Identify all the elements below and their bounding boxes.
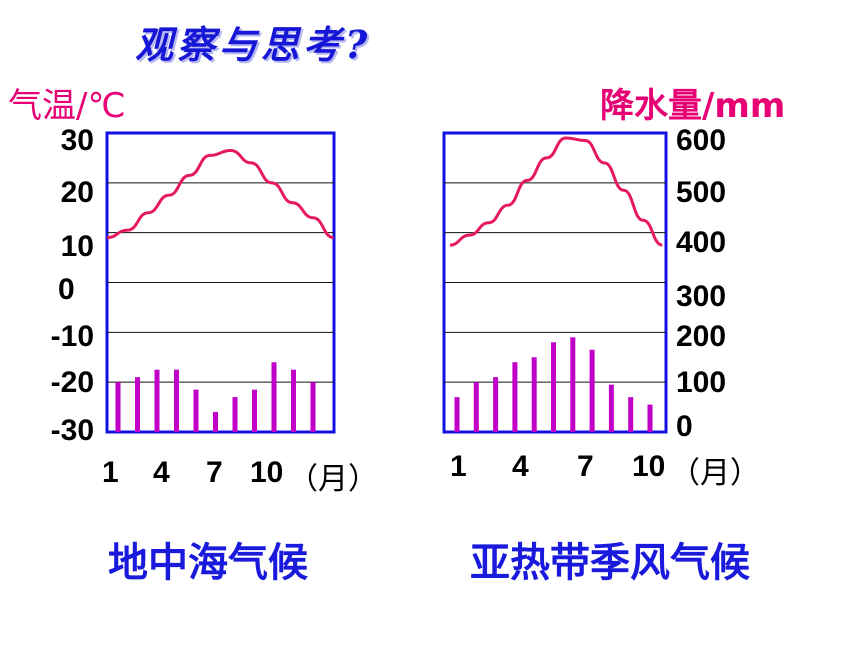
precipitation-bar xyxy=(493,377,499,432)
precip-tick-label: 300 xyxy=(676,280,727,313)
precip-tick-label: 500 xyxy=(676,176,727,209)
precipitation-bar xyxy=(252,389,257,432)
precipitation-bar xyxy=(608,384,614,432)
temp-tick-label: 30 xyxy=(60,124,94,157)
precipitation-bar xyxy=(531,357,537,432)
precipitation-bar xyxy=(628,397,634,432)
precipitation-bar xyxy=(232,397,238,432)
precipitation-bar xyxy=(291,369,296,432)
subtropical-monsoon-climate-label: 亚热带季风气候 xyxy=(470,540,750,586)
temp-tick-label: -20 xyxy=(50,366,94,399)
month-tick-label: 10 xyxy=(632,450,666,483)
precipitation-bar xyxy=(473,382,479,432)
precipitation-bar xyxy=(647,404,653,432)
temp-tick-label: -10 xyxy=(50,320,94,353)
temp-tick-label: 0 xyxy=(58,273,75,306)
month-unit-label: （月） xyxy=(288,462,378,497)
temperature-line xyxy=(449,136,663,247)
month-unit-label: （月） xyxy=(670,456,760,491)
month-tick-label: 4 xyxy=(512,450,529,483)
precipitation-axis-title: 降水量/mm xyxy=(600,86,786,126)
precipitation-bar xyxy=(174,369,179,432)
precipitation-bar xyxy=(193,389,199,432)
month-tick-label: 1 xyxy=(102,456,119,489)
precipitation-bar xyxy=(551,342,556,432)
precipitation-bar xyxy=(154,369,160,432)
month-tick-label: 10 xyxy=(250,456,284,489)
temperature-line xyxy=(106,148,334,240)
temperature-axis-title: 气温/℃ xyxy=(8,86,126,126)
precipitation-bar xyxy=(512,362,518,432)
precip-tick-label: 200 xyxy=(676,320,727,353)
month-tick-label: 7 xyxy=(206,456,223,489)
month-tick-label: 1 xyxy=(450,450,467,483)
temp-tick-label: 20 xyxy=(60,176,94,209)
precipitation-bar xyxy=(454,397,460,432)
precipitation-bar xyxy=(271,362,277,432)
precipitation-bar xyxy=(310,382,316,432)
precip-tick-label: 400 xyxy=(676,226,727,259)
temp-tick-label: -30 xyxy=(50,414,94,447)
precipitation-bar xyxy=(213,412,218,432)
precipitation-bar xyxy=(570,337,576,432)
precipitation-bar xyxy=(115,382,121,432)
heading: 观察与思考? xyxy=(135,22,372,67)
month-tick-label: 7 xyxy=(577,450,594,483)
precip-tick-label: 600 xyxy=(676,124,727,157)
temp-tick-label: 10 xyxy=(60,230,94,263)
precip-tick-label: 100 xyxy=(676,366,727,399)
month-tick-label: 4 xyxy=(153,456,170,489)
precip-tick-label: 0 xyxy=(676,410,693,443)
precipitation-bar xyxy=(589,349,595,432)
mediterranean-climate-label: 地中海气候 xyxy=(108,540,308,586)
precipitation-bar xyxy=(135,377,140,432)
